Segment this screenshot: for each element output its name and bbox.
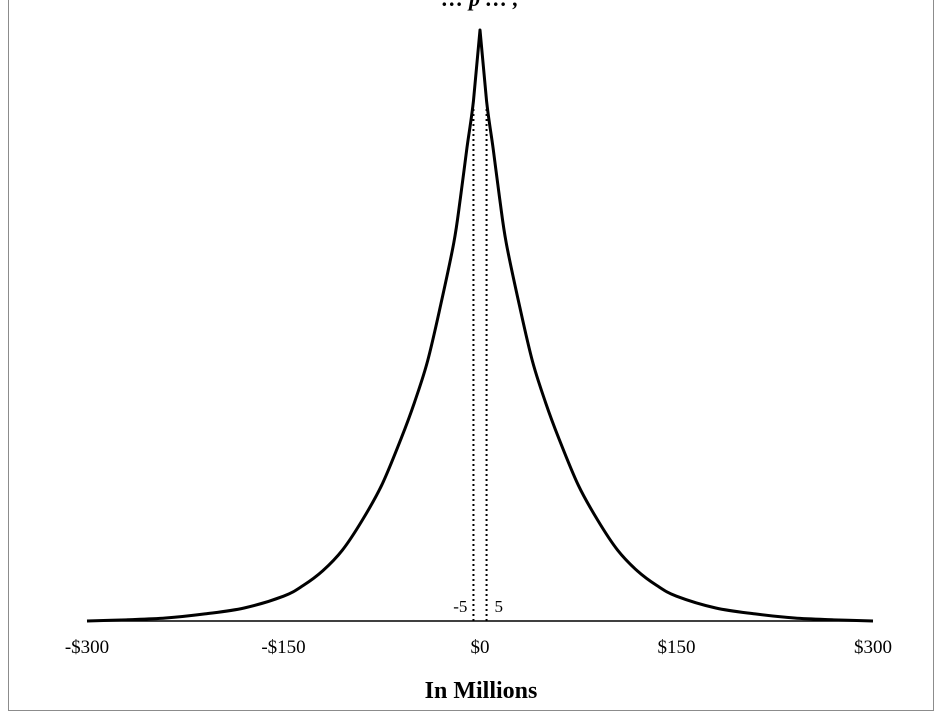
chart-title: … p … , [442, 0, 519, 11]
x-tick-label: $150 [658, 637, 696, 658]
x-axis-ticks: -$300 -$150 $0 $150 $300 [65, 637, 892, 658]
density-curve [86, 28, 874, 623]
chart-frame [8, 0, 934, 711]
reference-line-label: -5 [453, 597, 467, 616]
x-tick-label: -$150 [261, 637, 305, 658]
x-tick-label: $300 [854, 637, 892, 658]
reference-line-label: 5 [495, 597, 504, 616]
x-axis-label: In Millions [425, 678, 538, 704]
plot-area: -5 5 [86, 28, 874, 623]
x-tick-label: $0 [471, 637, 490, 658]
x-tick-label: -$300 [65, 637, 109, 658]
